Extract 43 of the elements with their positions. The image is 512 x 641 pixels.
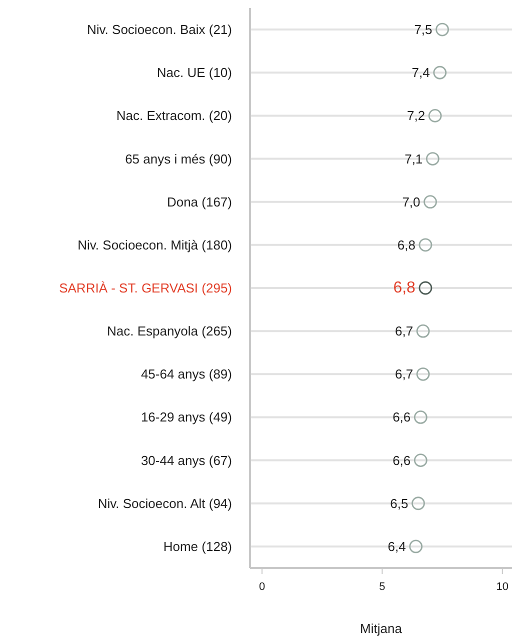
point — [416, 367, 430, 381]
data-label: 7,4 — [412, 65, 430, 80]
y-tick-label: Niv. Socioecon. Baix (21) — [87, 22, 232, 38]
data-label: 7,2 — [407, 108, 426, 124]
data-label: 7,5 — [414, 22, 432, 38]
y-tick-label: Nac. UE (10) — [156, 65, 232, 80]
x-tick-label: 10 — [496, 580, 509, 593]
data-label: 6,6 — [392, 410, 411, 425]
point — [433, 66, 447, 80]
point — [424, 195, 437, 209]
data-label: 6,5 — [390, 496, 408, 511]
point — [414, 454, 428, 468]
data-label: 6,4 — [388, 538, 406, 554]
y-tick-label: Home (128) — [163, 538, 232, 554]
y-tick-label: Nac. Espanyola (265) — [106, 324, 232, 339]
point — [412, 496, 425, 510]
x-axis-title: Mitjana — [360, 621, 403, 636]
point — [414, 410, 428, 424]
y-tick-label: Niv. Socioecon. Alt (94) — [98, 496, 232, 511]
data-label: 6,7 — [394, 366, 414, 382]
y-tick-label: 16-29 anys (49) — [140, 410, 232, 425]
data-label: 7,0 — [402, 194, 420, 210]
data-label: 7,1 — [404, 151, 423, 166]
data-label: 6,7 — [394, 324, 414, 339]
y-tick-label: SARRIÀ - ST. GERVASI (295) — [59, 280, 232, 296]
y-tick-label: Nac. Extracom. (20) — [116, 108, 232, 124]
point — [418, 238, 432, 252]
y-tick-label: Dona (167) — [166, 194, 232, 210]
y-tick-label: 30-44 anys (67) — [140, 452, 232, 468]
point — [418, 281, 432, 295]
x-tick-label: 5 — [379, 580, 386, 593]
point — [426, 152, 440, 166]
point — [428, 108, 442, 122]
data-label: 6,6 — [392, 452, 411, 468]
y-tick-label: 65 anys i més (90) — [125, 151, 232, 166]
point — [409, 540, 423, 554]
point — [436, 22, 449, 36]
y-tick-label: Niv. Socioecon. Mitjà (180) — [78, 237, 232, 252]
x-tick-label: 0 — [258, 580, 266, 593]
data-label: 6,8 — [393, 280, 416, 296]
data-label: 6,8 — [397, 237, 416, 252]
point — [416, 324, 430, 338]
y-tick-label: 45-64 anys (89) — [140, 366, 232, 382]
